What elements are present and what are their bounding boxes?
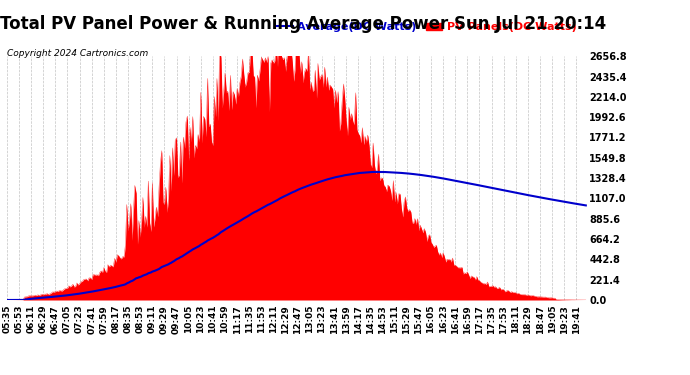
Text: Total PV Panel Power & Running Average Power Sun Jul 21 20:14: Total PV Panel Power & Running Average P… <box>1 15 607 33</box>
Text: Copyright 2024 Cartronics.com: Copyright 2024 Cartronics.com <box>7 49 148 58</box>
Legend: Average(DC Watts), PV Panels(DC Watts): Average(DC Watts), PV Panels(DC Watts) <box>272 18 581 37</box>
